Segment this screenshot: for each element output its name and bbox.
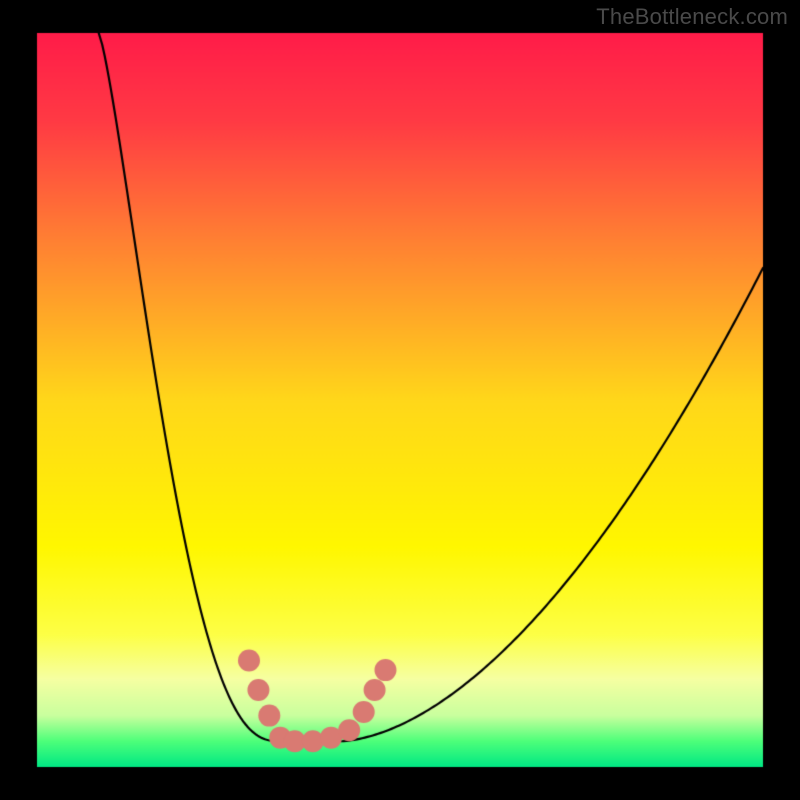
bottleneck-chart-canvas — [0, 0, 800, 800]
watermark-text: TheBottleneck.com — [596, 4, 788, 30]
